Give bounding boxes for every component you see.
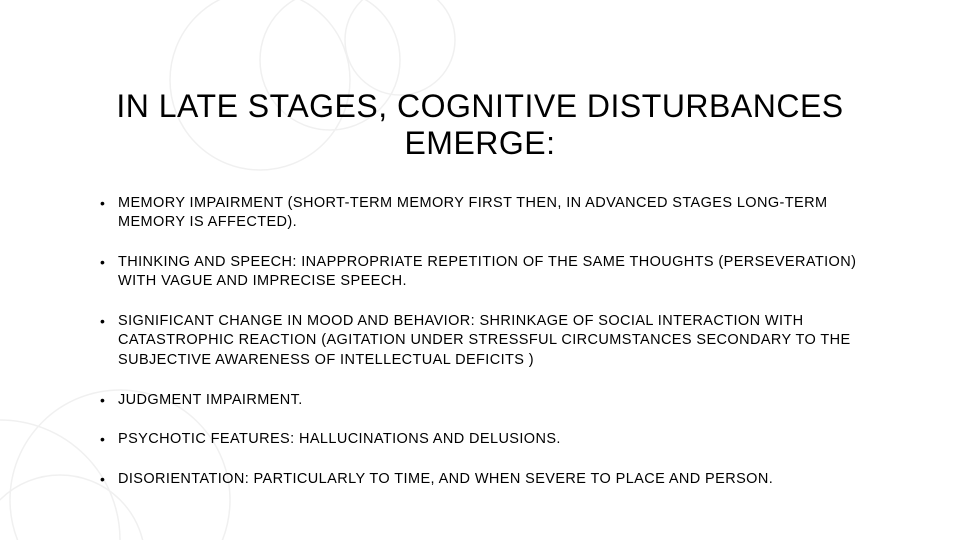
list-item: PSYCHOTIC FEATURES: HALLUCINATIONS AND D… (100, 430, 860, 450)
bullet-text: DISORIENTATION: PARTICULARLY TO TIME, AN… (118, 471, 773, 487)
bullet-list: MEMORY IMPAIRMENT (SHORT-TERM MEMORY FIR… (80, 194, 880, 490)
title-line-2: EMERGE: (404, 125, 555, 161)
title-line-1: IN LATE STAGES, COGNITIVE DISTURBANCES (116, 88, 843, 124)
list-item: MEMORY IMPAIRMENT (SHORT-TERM MEMORY FIR… (100, 194, 860, 233)
list-item: THINKING AND SPEECH: INAPPROPRIATE REPET… (100, 253, 860, 292)
list-item: SIGNIFICANT CHANGE IN MOOD AND BEHAVIOR:… (100, 312, 860, 371)
bullet-text: PSYCHOTIC FEATURES: HALLUCINATIONS AND D… (118, 431, 561, 447)
bullet-text: SIGNIFICANT CHANGE IN MOOD AND BEHAVIOR:… (118, 313, 851, 368)
bullet-text: THINKING AND SPEECH: INAPPROPRIATE REPET… (118, 254, 856, 290)
list-item: DISORIENTATION: PARTICULARLY TO TIME, AN… (100, 470, 860, 490)
bullet-text: JUDGMENT IMPAIRMENT. (118, 392, 303, 408)
list-item: JUDGMENT IMPAIRMENT. (100, 391, 860, 411)
bullet-text: MEMORY IMPAIRMENT (SHORT-TERM MEMORY FIR… (118, 195, 827, 231)
slide-container: IN LATE STAGES, COGNITIVE DISTURBANCES E… (0, 0, 960, 540)
slide-title: IN LATE STAGES, COGNITIVE DISTURBANCES E… (80, 0, 880, 162)
